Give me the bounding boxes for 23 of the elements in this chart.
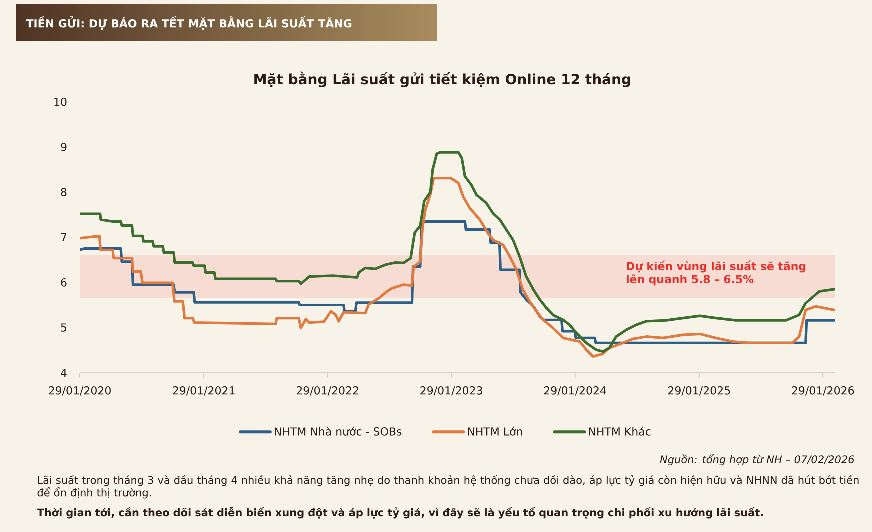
x-tick-label: 29/01/2026 — [792, 386, 854, 396]
y-tick-label: 7 — [61, 233, 67, 242]
x-tick-label: 29/01/2020 — [49, 386, 111, 396]
legend-label: NHTM Khác — [589, 426, 651, 436]
x-tick-label: 29/01/2022 — [296, 386, 358, 396]
y-tick-label: 6 — [61, 278, 67, 287]
band-label: Dự kiến vùng lãi suất sẽ tăng lên quanh 5.8 – 6.5% — [627, 260, 806, 286]
y-tick-label: 10 — [54, 98, 67, 106]
x-tick-label: 29/01/2024 — [544, 386, 606, 396]
y-tick-label: 8 — [61, 188, 67, 196]
text: Lãi suất trong tháng 3 và đầu tháng 4 nhiều khả năng tăng nhẹ do thanh khoản hệ thống chưa dồi dào, áp lực tỷ giá còn hiện hữu và NHNN đã hút bớt tiền để ổn định thị trường. — [38, 475, 859, 499]
legend-label: NHTM Nhà nước - SOBs — [275, 426, 402, 436]
legend-label: NHTM Lớn — [468, 426, 522, 436]
x-tick-label: 29/01/2021 — [173, 386, 235, 396]
text: Nguồn: tổng hợp từ NH – 07/02/2026 — [660, 454, 854, 466]
y-tick-label: 5 — [61, 324, 67, 332]
x-tick-label: 29/01/2025 — [668, 386, 730, 396]
y-tick-label: 4 — [61, 368, 67, 377]
y-tick-label: 9 — [61, 143, 67, 152]
text: TIỀN GỬI: DỰ BÁO RA TẾT MẶT BẰNG LÃI SUẤT TĂNG — [26, 16, 352, 30]
chart-title: Mặt bằng Lãi suất gửi tiết kiệm Online 12 tháng — [254, 72, 630, 88]
text: Thời gian tới, cần theo dõi sát diễn biến xung đột và áp lực tỷ giá, vì đây sẽ là yếu tố quan trọng chi phối xu hướng lãi suất. — [37, 507, 764, 519]
x-tick-label: 29/01/2023 — [420, 386, 482, 396]
